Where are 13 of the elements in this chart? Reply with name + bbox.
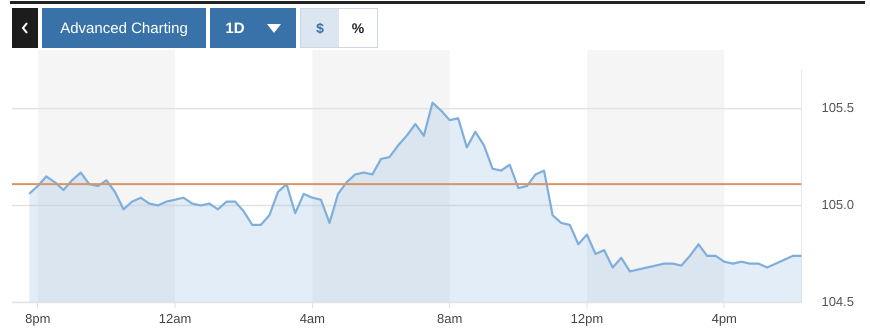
x-tick-label: 12am xyxy=(158,310,192,326)
x-tick-label: 8pm xyxy=(25,310,50,326)
text: % xyxy=(339,9,377,47)
x-tick-label: 4am xyxy=(300,310,325,326)
text: Advanced Charting xyxy=(42,8,206,48)
y-tick-label: 105.5 xyxy=(821,100,854,116)
text: 1D xyxy=(225,20,245,36)
text: $ xyxy=(301,9,339,47)
y-tick-label: 104.5 xyxy=(821,294,854,309)
y-tick-label: 105.0 xyxy=(821,197,854,212)
x-tick-label: 8am xyxy=(436,310,462,326)
x-tick-label: 4pm xyxy=(712,310,737,326)
x-tick-label: 12pm xyxy=(570,310,604,326)
